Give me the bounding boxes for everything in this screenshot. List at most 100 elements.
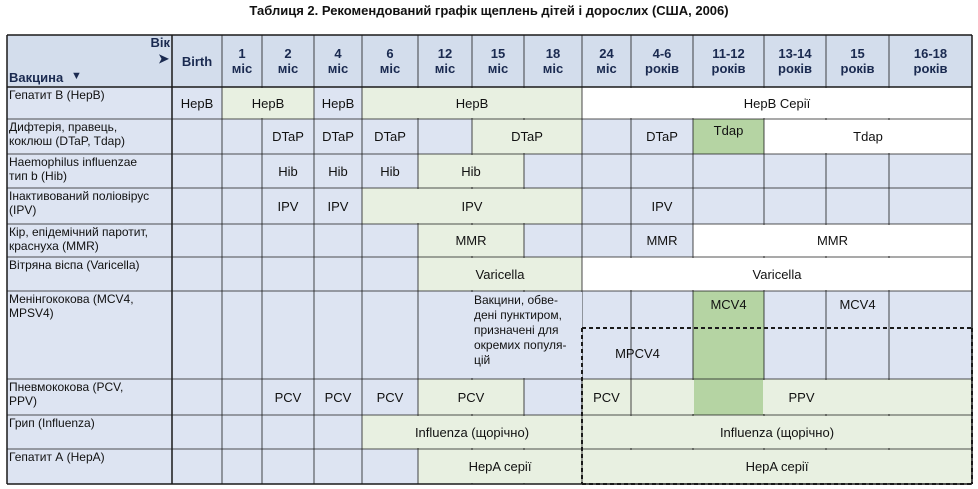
merge-cover bbox=[523, 120, 525, 153]
merge-cover bbox=[471, 225, 473, 256]
vaccine-label-line: Дифтерія, правець, bbox=[9, 120, 118, 134]
age-header-label: 2 bbox=[284, 46, 292, 61]
schedule-entry-label: MMR bbox=[816, 233, 849, 248]
age-header-label: 1 bbox=[238, 46, 246, 61]
age-header: 1 міс bbox=[222, 35, 262, 87]
age-header: 15 років bbox=[826, 35, 889, 87]
age-header-label: 15 bbox=[850, 46, 865, 61]
merge-cover bbox=[630, 416, 632, 448]
entry-fill bbox=[826, 291, 889, 379]
age-header: 6 міс bbox=[362, 35, 418, 87]
age-header: 2 міс bbox=[262, 35, 314, 87]
vaccine-label: Інактивований поліовірус (IPV) bbox=[7, 189, 172, 223]
mpcv4-label: MPCV4 bbox=[615, 346, 660, 361]
age-header-label: 6 bbox=[386, 46, 394, 61]
age-header-label: міс bbox=[487, 61, 509, 76]
schedule-entry-label: Hib bbox=[328, 163, 348, 179]
merge-cover bbox=[523, 189, 525, 223]
vaccine-label-line: (IPV) bbox=[9, 203, 37, 217]
schedule-entry: PPV bbox=[631, 379, 972, 415]
vaccine-label: Пневмококова (PCV, PPV) bbox=[7, 380, 172, 414]
schedule-entry: DTaP bbox=[262, 119, 314, 154]
arrow-right-icon: ➤ bbox=[158, 51, 169, 66]
schedule-entry-label: Hib bbox=[380, 163, 400, 179]
schedule-entry: HepB bbox=[362, 87, 582, 119]
merge-cover bbox=[630, 258, 632, 290]
schedule-entry: IPV bbox=[262, 188, 314, 224]
merge-cover bbox=[471, 416, 473, 448]
schedule-entry-label: HepB Серії bbox=[743, 95, 811, 111]
entry-fill bbox=[582, 257, 972, 291]
merge-cover bbox=[888, 380, 890, 414]
merge-cover bbox=[471, 88, 473, 118]
schedule-entry-label: IPV bbox=[327, 198, 349, 214]
age-header-label: років bbox=[778, 61, 812, 76]
age-header: 11-12 років bbox=[693, 35, 764, 87]
schedule-entry-label: PCV bbox=[593, 389, 620, 405]
corner-cell: Вік ➤ Вакцина ▼ bbox=[7, 35, 172, 87]
schedule-entry-label: Influenza (щорічно) bbox=[414, 424, 530, 440]
merge-cover bbox=[417, 88, 419, 118]
entry-fill bbox=[262, 119, 314, 154]
mpcv4-entry: MPCV4 bbox=[582, 328, 693, 379]
note-line: цій bbox=[474, 353, 491, 367]
merge-cover bbox=[471, 189, 473, 223]
schedule-entry-label: HepB bbox=[321, 95, 355, 111]
age-header-label: міс bbox=[596, 61, 617, 76]
entry-fill bbox=[631, 224, 693, 257]
schedule-entry: Hib bbox=[418, 154, 524, 188]
age-header: Birth bbox=[172, 35, 222, 87]
entry-fill bbox=[314, 379, 362, 415]
entry-fill bbox=[472, 119, 582, 154]
schedule-entry: DTaP bbox=[631, 119, 693, 154]
age-header-label: 18 bbox=[545, 46, 561, 61]
vaccine-label-line: Вітряна віспа (Varicella) bbox=[9, 258, 140, 272]
merge-cover bbox=[888, 258, 890, 290]
age-header-label: міс bbox=[434, 61, 456, 76]
schedule-entry: Influenza (щорічно) bbox=[582, 415, 972, 449]
age-header-label: міс bbox=[379, 61, 401, 76]
merge-cover bbox=[825, 120, 827, 153]
age-header: 4-6 років bbox=[631, 35, 693, 87]
age-header: 16-18 років bbox=[889, 35, 972, 87]
schedule-entry-label: DTaP bbox=[272, 129, 304, 144]
schedule-entry-label: PCV bbox=[324, 389, 352, 405]
merge-cover bbox=[471, 450, 473, 483]
vaccine-label-line: Інактивований поліовірус bbox=[9, 189, 150, 203]
vaccine-label: Вітряна віспа (Varicella) bbox=[7, 258, 172, 290]
schedule-entry: PCV bbox=[262, 379, 314, 415]
age-header-label: Birth bbox=[181, 53, 213, 69]
schedule-entry-label: HepA серії bbox=[468, 459, 532, 474]
vaccine-label-line: Грип (Influenza) bbox=[9, 416, 95, 430]
schedule-entry: Tdap bbox=[693, 119, 764, 154]
merge-cover bbox=[825, 416, 827, 448]
entry-fill bbox=[362, 154, 418, 188]
entry-fill bbox=[172, 87, 222, 119]
vaccine-label: Кір, епідемічний паротит, краснуха (MMR) bbox=[7, 225, 172, 256]
vaccine-label-line: коклюш (DTaP, Tdap) bbox=[9, 134, 125, 148]
schedule-entry-label: MCV4 bbox=[710, 297, 747, 312]
header-row-bg bbox=[7, 35, 972, 87]
schedule-entry-label: HepA серії bbox=[745, 459, 809, 474]
schedule-entry: Varicella bbox=[582, 257, 972, 291]
schedule-entry-label: MCV4 bbox=[839, 297, 876, 312]
schedule-entry: MMR bbox=[418, 224, 524, 257]
vaccine-label-line: Гепатит А (НерА) bbox=[9, 450, 105, 464]
schedule-entry: IPV bbox=[631, 188, 693, 224]
entry-fill bbox=[631, 188, 693, 224]
merge-cover bbox=[261, 88, 263, 118]
merge-cover bbox=[692, 380, 694, 414]
vaccine-label: Дифтерія, правець, коклюш (DTaP, Tdap) bbox=[7, 120, 172, 153]
table-title: Таблиця 2. Рекомендований графік щеплень… bbox=[249, 3, 729, 18]
merge-cover bbox=[523, 88, 525, 118]
merge-cover bbox=[763, 416, 765, 448]
note-line: дені пунктиром, bbox=[474, 308, 562, 322]
schedule-entry: PCV bbox=[418, 379, 524, 415]
entry-fill bbox=[314, 119, 362, 154]
age-header-label: років bbox=[840, 61, 875, 76]
merge-cover bbox=[471, 380, 473, 414]
age-header-label: 24 bbox=[599, 46, 614, 61]
age-header-label: років bbox=[711, 61, 746, 76]
